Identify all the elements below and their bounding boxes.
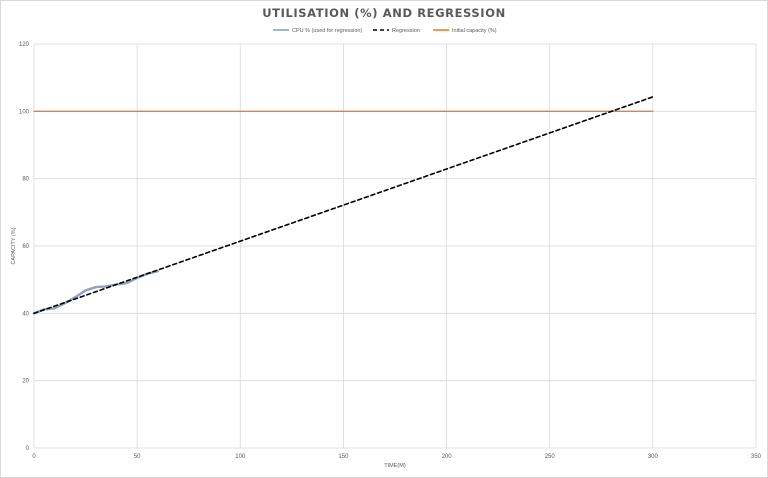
y-tick-label: 120: [19, 42, 30, 48]
x-tick-label: 250: [545, 454, 556, 460]
y-tick-label: 100: [19, 109, 30, 115]
x-axis-ticks: 0 50 100 150 200 250 300 350: [32, 454, 761, 460]
y-tick-label: 60: [22, 244, 29, 250]
legend-label-regression: Regression: [392, 28, 420, 34]
x-axis-label: TIME(M): [384, 463, 406, 469]
series-layer: [32, 96, 654, 315]
x-tick-label: 350: [751, 454, 762, 460]
legend-label-initial-capacity: Initial capacity (%): [452, 28, 497, 34]
x-tick-label: 0: [32, 454, 36, 460]
y-tick-label: 0: [26, 446, 30, 452]
y-axis-ticks: 0 20 40 60 80 100 120: [19, 42, 30, 452]
x-tick-label: 200: [442, 454, 453, 460]
chart-title: UTILISATION (%) AND REGRESSION: [262, 6, 506, 20]
gridlines: [33, 43, 757, 449]
x-tick-label: 150: [338, 454, 349, 460]
legend-label-cpu-used-for-regression: CPU % (used for regression): [292, 28, 362, 34]
x-tick-label: 300: [648, 454, 659, 460]
x-tick-label: 50: [134, 454, 141, 460]
series-line-regression: [33, 96, 654, 315]
y-axis-label: CAPACITY (%): [11, 227, 17, 264]
y-tick-label: 80: [22, 177, 29, 183]
y-tick-label: 20: [22, 379, 29, 385]
legend: CPU % (used for regression) Regression Ini…: [273, 28, 497, 34]
y-tick-label: 40: [22, 311, 29, 317]
x-tick-label: 100: [235, 454, 246, 460]
